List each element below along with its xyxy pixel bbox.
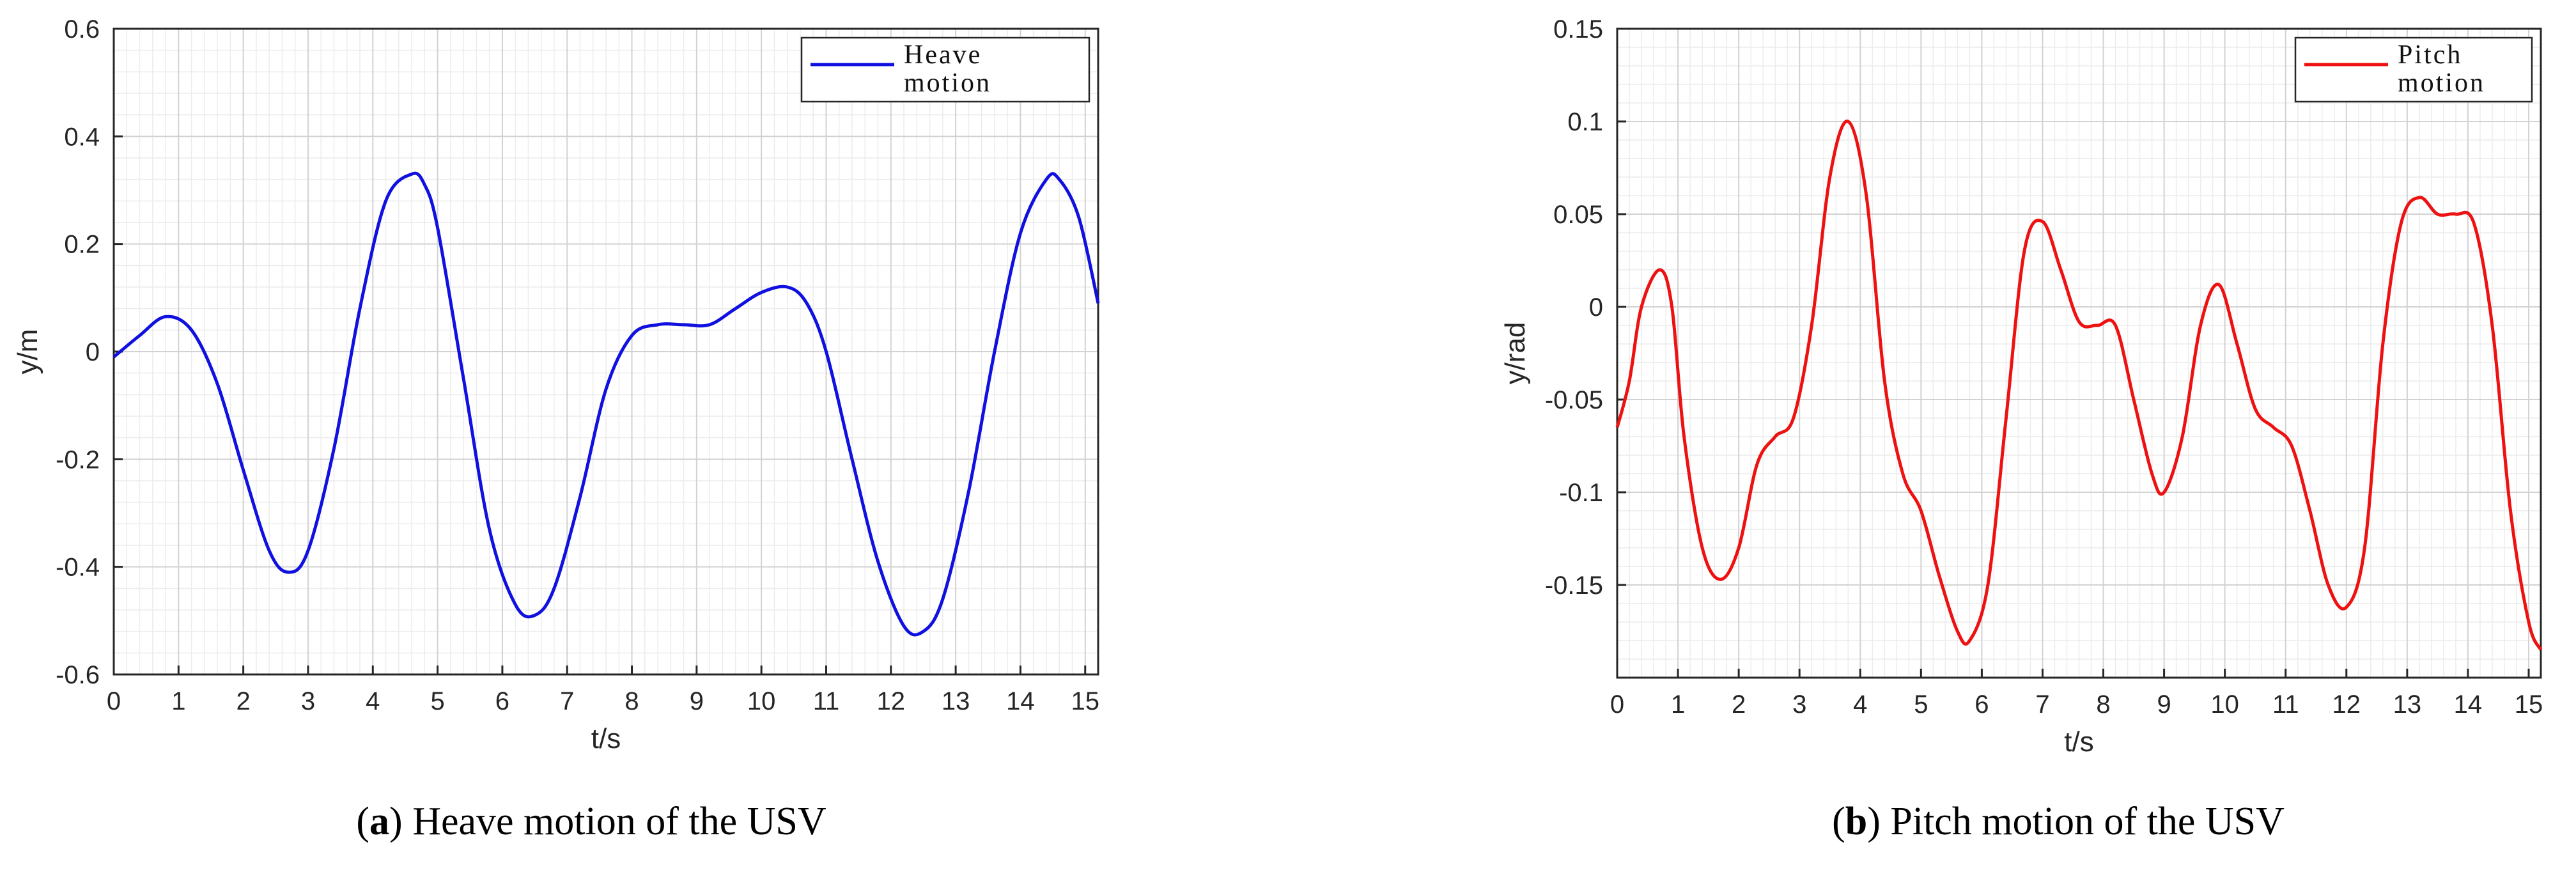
x-tick-label: 6 [495, 687, 509, 715]
x-axis-label: t/s [2064, 726, 2093, 758]
x-axis-label: t/s [591, 723, 621, 754]
x-tick-label: 1 [171, 687, 185, 715]
x-tick-label: 13 [2393, 690, 2422, 719]
y-tick-label: -0.6 [56, 661, 100, 689]
y-tick-label: 0 [86, 338, 100, 366]
y-tick-label: -0.2 [56, 446, 100, 474]
x-tick-label: 0 [107, 687, 121, 715]
x-tick-label: 10 [2210, 690, 2239, 719]
x-tick-label: 12 [877, 687, 906, 715]
x-tick-label: 6 [1975, 690, 1989, 719]
x-tick-label: 14 [1006, 687, 1035, 715]
y-axis-label: y/m [12, 329, 43, 375]
y-tick-label: 0.2 [64, 231, 100, 259]
y-tick-label: 0.4 [64, 123, 100, 151]
caption-a: (a) Heave motion of the USV [356, 800, 826, 843]
x-tick-label: 9 [690, 687, 704, 715]
x-tick-label: 10 [747, 687, 776, 715]
x-tick-label: 7 [2035, 690, 2049, 719]
legend-box [800, 36, 1090, 103]
legend-label-line: Pitch [2398, 40, 2462, 70]
x-tick-label: 13 [942, 687, 970, 715]
series-line-heave-motion [113, 171, 1100, 637]
y-tick-label: 0.15 [1553, 15, 1603, 43]
x-tick-label: 12 [2332, 690, 2361, 719]
y-tick-label: 0.1 [1567, 108, 1603, 136]
legend-label-line: motion [904, 68, 991, 98]
x-tick-label: 11 [813, 687, 840, 715]
legend-label-line: motion [2398, 68, 2485, 98]
legend-box [2294, 36, 2533, 103]
y-tick-label: 0.6 [64, 15, 100, 43]
y-tick-label: 0 [1589, 293, 1603, 322]
x-tick-label: 2 [237, 687, 251, 715]
y-axis-label: y/rad [1500, 322, 1531, 385]
chart-b: 0 1 2 3 4 5 6 7 8 9 10 11 12 13 14 15-0.15-0.1-0.0500.0… [1500, 15, 2543, 758]
legend-label-line: Heave [904, 40, 982, 70]
x-tick-label: 3 [301, 687, 315, 715]
x-tick-label: 1 [1671, 690, 1685, 719]
x-tick-label: 2 [1732, 690, 1746, 719]
x-tick-label: 5 [1914, 690, 1928, 719]
y-tick-label: -0.4 [56, 554, 100, 582]
x-tick-label: 5 [430, 687, 444, 715]
x-tick-label: 14 [2454, 690, 2483, 719]
axes-frame [1616, 27, 2542, 679]
x-tick-label: 0 [1610, 690, 1624, 719]
x-tick-label: 11 [2272, 690, 2299, 719]
x-tick-label: 8 [2096, 690, 2110, 719]
x-tick-label: 7 [560, 687, 574, 715]
y-tick-label: 0.05 [1553, 201, 1603, 229]
x-tick-label: 15 [2515, 690, 2543, 719]
y-tick-label: -0.05 [1545, 386, 1603, 414]
y-tick-label: -0.15 [1545, 572, 1603, 600]
x-tick-label: 9 [2157, 690, 2171, 719]
caption-b-letter: b [1845, 800, 1868, 843]
x-tick-label: 3 [1792, 690, 1806, 719]
caption-b-text: Pitch motion of the USV [1890, 800, 2285, 843]
x-tick-label: 8 [625, 687, 639, 715]
x-tick-label: 4 [1853, 690, 1867, 719]
caption-b: (b) Pitch motion of the USV [1832, 800, 2285, 843]
series-line-pitch-motion [1615, 120, 2543, 651]
x-tick-label: 4 [366, 687, 380, 715]
caption-a-text: Heave motion of the USV [412, 800, 826, 843]
chart-a: 0 1 2 3 4 5 6 7 8 9 10 11 12 13 14 15-0.6-0.4-0.200.20.… [12, 15, 1100, 754]
x-tick-label: 15 [1071, 687, 1099, 715]
caption-a-letter: a [369, 800, 390, 843]
y-tick-label: -0.1 [1559, 479, 1603, 507]
